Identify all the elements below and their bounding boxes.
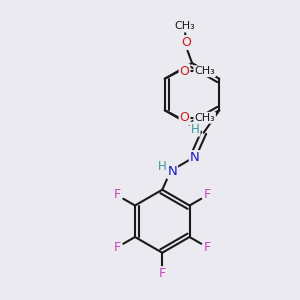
Text: O: O <box>182 36 191 49</box>
Text: O: O <box>180 65 190 78</box>
Text: H: H <box>158 160 167 173</box>
Text: H: H <box>191 123 200 136</box>
Text: O: O <box>180 111 190 124</box>
Text: F: F <box>204 241 211 254</box>
Text: F: F <box>113 241 120 254</box>
Text: F: F <box>204 188 211 202</box>
Text: CH₃: CH₃ <box>194 66 215 76</box>
Text: CH₃: CH₃ <box>194 113 215 123</box>
Text: N: N <box>190 151 200 164</box>
Text: F: F <box>159 267 166 280</box>
Text: F: F <box>113 188 120 202</box>
Text: CH₃: CH₃ <box>175 21 196 32</box>
Text: N: N <box>167 165 177 178</box>
